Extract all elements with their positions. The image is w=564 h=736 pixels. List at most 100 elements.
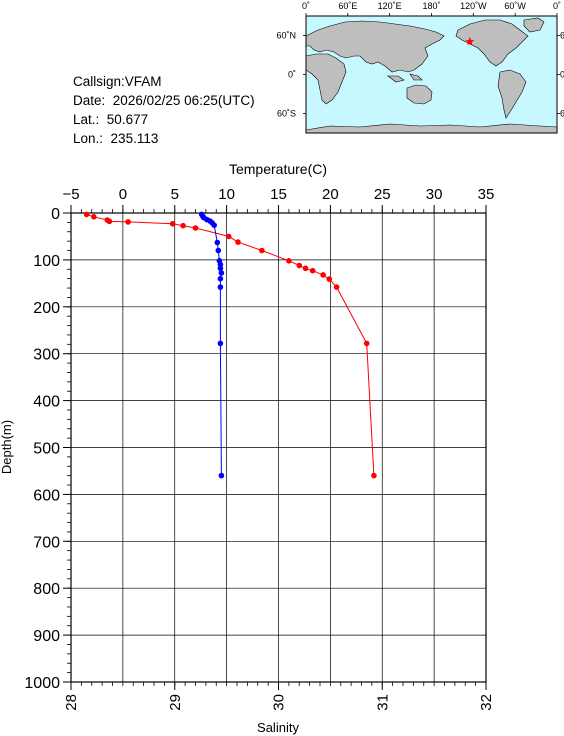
salinity-data-point — [217, 284, 224, 290]
temperature-data-point — [106, 218, 113, 225]
salinity-data-point — [218, 270, 225, 276]
land-islands — [387, 73, 423, 83]
map-lat-labels: 60˚N 60˚N 0˚ 0˚ 60˚S 60˚S — [276, 31, 564, 119]
date-label: Date: — [73, 93, 106, 108]
lat-row: Lat.: 50.677 — [73, 110, 255, 129]
salinity-series-line — [201, 214, 222, 476]
salinity-data-point — [214, 239, 221, 246]
bottom-axis-title: Salinity — [257, 720, 299, 735]
bottom-tick-label: 28 — [63, 694, 80, 711]
lat-value: 50.677 — [106, 112, 149, 127]
salinity-data-point — [211, 222, 217, 228]
map-ticks — [303, 13, 560, 114]
left-tick-label: 600 — [33, 487, 60, 504]
salinity-data-point — [207, 218, 213, 224]
chart-minor-ticks — [67, 209, 487, 686]
left-tick-label: 500 — [33, 441, 60, 458]
temperature-data-point — [333, 284, 340, 290]
top-tick-label: 25 — [374, 186, 391, 203]
top-tick-label: 35 — [478, 186, 495, 203]
map-lat-label-right: 0˚ — [560, 70, 564, 80]
top-tick-label: 30 — [426, 186, 443, 203]
temperature-data-point — [363, 340, 370, 347]
bottom-tick-label: 32 — [478, 694, 495, 711]
temperature-data-point — [235, 239, 241, 245]
map-lon-label: 60˚W — [504, 1, 526, 11]
bottom-tick-label: 29 — [167, 694, 184, 711]
top-tick-label: 20 — [322, 186, 339, 203]
bottom-tick-label: 31 — [374, 694, 391, 711]
callsign-value: VFAM — [124, 74, 162, 89]
temperature-data-point — [326, 276, 333, 282]
temperature-data-point — [320, 272, 326, 278]
left-axis-title: Depth(m) — [0, 420, 14, 474]
top-tick-label: 15 — [270, 186, 287, 203]
temperature-data-point — [225, 233, 232, 240]
land-greenland — [523, 17, 545, 33]
land-north-america — [455, 19, 529, 67]
left-tick-label: 100 — [33, 253, 60, 270]
top-axis-title: Temperature(C) — [229, 161, 327, 177]
left-tick-label: 1000 — [24, 675, 60, 692]
map-lon-labels: 0˚ 60˚E 120˚E 180˚ 120˚W 60˚W 0˚ — [302, 1, 561, 11]
temperature-data-point — [371, 472, 377, 479]
left-tick-label: 0 — [51, 206, 60, 223]
series-layer — [83, 211, 377, 479]
top-axis-ticks: −5 0 5 10 15 20 25 30 35 — [62, 186, 494, 213]
salinity-data-point — [217, 340, 224, 347]
temperature-data-point — [83, 211, 90, 218]
temperature-data-point — [180, 222, 186, 229]
salinity-data-point — [217, 275, 224, 282]
station-info: Callsign:VFAM Date: 2026/02/25 06:25(UTC… — [73, 72, 255, 148]
map-lat-label-left: 0˚ — [288, 70, 296, 80]
temperature-data-point — [192, 225, 199, 231]
temperature-data-point — [91, 214, 97, 220]
map-lon-label: 60˚E — [338, 1, 357, 11]
callsign-label: Callsign: — [73, 74, 125, 89]
top-tick-label: 10 — [218, 186, 235, 203]
map-lat-label-left: 60˚S — [277, 109, 296, 119]
left-tick-label: 800 — [33, 581, 60, 598]
land-africa — [305, 53, 347, 105]
temperature-data-point — [125, 219, 131, 225]
top-tick-label: 0 — [119, 186, 127, 203]
left-tick-label: 200 — [33, 300, 60, 317]
map-lon-label: 120˚E — [378, 1, 402, 11]
lon-label: Lon.: — [73, 131, 104, 146]
temperature-data-point — [104, 217, 111, 223]
salinity-data-point — [217, 265, 224, 272]
top-tick-label: −5 — [62, 186, 79, 203]
map-lon-label: 120˚W — [460, 1, 487, 11]
bottom-tick-label: 30 — [271, 694, 288, 711]
temperature-data-point — [286, 258, 292, 264]
lon-value: 235.113 — [110, 131, 159, 146]
temperature-data-point — [302, 265, 309, 272]
lon-row: Lon.: 235.113 — [73, 129, 255, 148]
map-lat-label-right: 60˚N — [560, 31, 564, 41]
salinity-data-point — [218, 472, 225, 479]
plot-frame — [70, 212, 487, 683]
map-lat-label-right: 60˚S — [560, 109, 564, 119]
top-tick-label: 5 — [171, 186, 179, 203]
chart-grid — [70, 212, 487, 683]
salinity-data-point — [204, 216, 210, 223]
salinity-data-point — [198, 211, 205, 218]
salinity-data-point — [209, 220, 215, 226]
land-australia — [406, 84, 433, 105]
salinity-data-point — [215, 247, 222, 254]
land-eurasia — [305, 20, 445, 73]
left-tick-label: 700 — [33, 534, 60, 551]
date-row: Date: 2026/02/25 06:25(UTC) — [73, 91, 255, 110]
salinity-data-point — [216, 258, 223, 264]
date-value: 2026/02/25 06:25(UTC) — [112, 93, 255, 108]
lat-label: Lat.: — [73, 112, 100, 127]
temperature-data-point — [309, 267, 316, 274]
salinity-data-point — [200, 213, 206, 220]
left-tick-label: 300 — [33, 347, 60, 364]
temperature-data-point — [169, 221, 176, 227]
temperature-data-point — [259, 247, 265, 254]
land-south-america — [497, 69, 527, 119]
station-marker-icon: ★ — [465, 35, 476, 49]
left-axis-ticks: 0 100 200 300 400 500 600 700 800 900 1000 — [24, 206, 71, 692]
